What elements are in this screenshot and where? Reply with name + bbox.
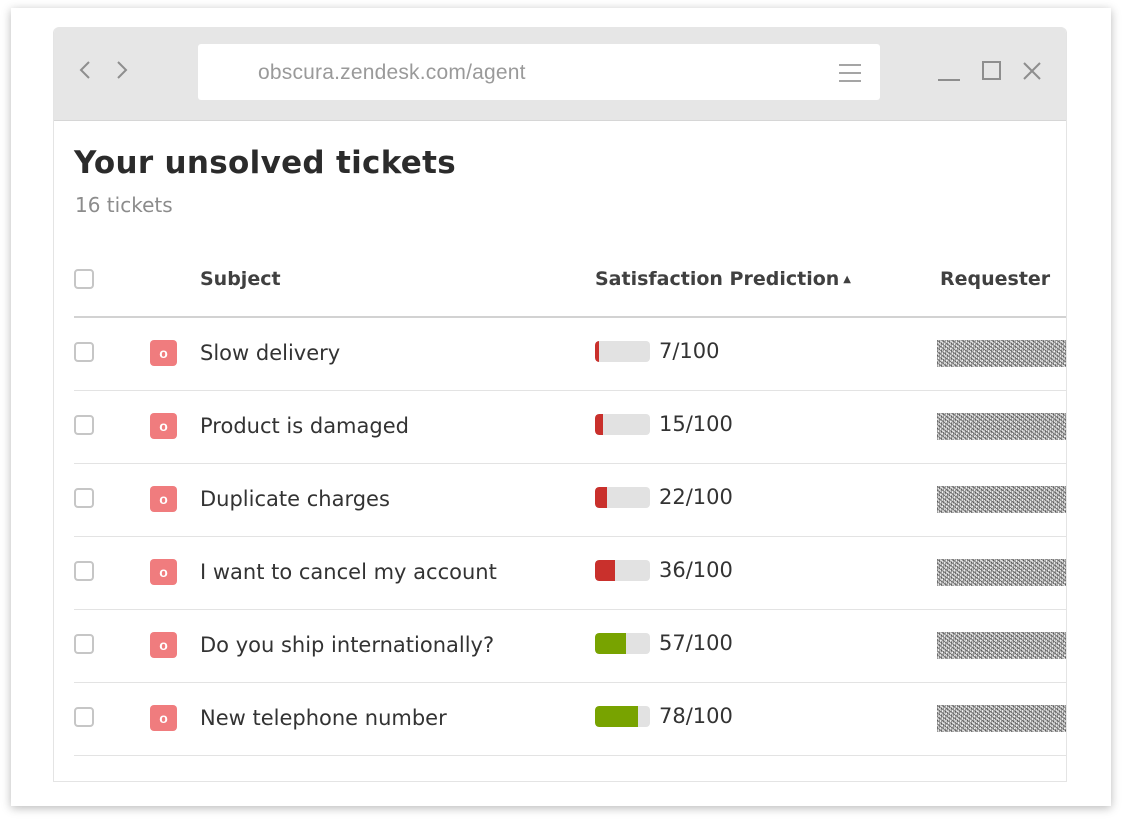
row-checkbox[interactable] <box>74 634 94 654</box>
status-badge: o <box>150 486 177 512</box>
requester-redacted <box>937 486 1066 513</box>
page-title: Your unsolved tickets <box>74 145 456 181</box>
select-all-checkbox[interactable] <box>74 269 94 289</box>
column-header-requester[interactable]: Requester <box>940 268 1051 290</box>
table-row[interactable]: o I want to cancel my account 36/100 <box>54 536 1066 609</box>
browser-window: obscura.zendesk.com/agent Your unsolved … <box>53 27 1067 782</box>
satisfaction-bar <box>595 560 650 581</box>
address-bar[interactable]: obscura.zendesk.com/agent <box>198 44 880 100</box>
row-divider <box>74 682 1066 683</box>
hamburger-menu-icon[interactable] <box>838 63 862 83</box>
row-checkbox[interactable] <box>74 488 94 508</box>
satisfaction-bar-fill <box>595 487 608 508</box>
satisfaction-score: 78/100 <box>659 704 733 728</box>
maximize-icon[interactable] <box>980 59 1004 83</box>
requester-redacted <box>937 340 1066 367</box>
row-divider <box>74 536 1066 537</box>
ticket-subject[interactable]: Do you ship internationally? <box>200 633 495 657</box>
column-header-subject[interactable]: Subject <box>200 268 281 290</box>
row-divider <box>74 390 1066 391</box>
table-header-divider <box>74 316 1066 318</box>
satisfaction-bar-fill <box>595 341 599 362</box>
close-icon[interactable] <box>1020 59 1044 83</box>
chevron-right-icon[interactable] <box>109 58 133 82</box>
satisfaction-bar <box>595 706 650 727</box>
satisfaction-bar <box>595 341 650 362</box>
row-divider <box>74 463 1066 464</box>
row-divider <box>74 755 1066 756</box>
column-header-satisfaction[interactable]: Satisfaction Prediction ▲ <box>595 268 851 290</box>
chevron-left-icon[interactable] <box>74 58 98 82</box>
ticket-subject[interactable]: I want to cancel my account <box>200 560 497 584</box>
status-badge: o <box>150 413 177 439</box>
row-checkbox[interactable] <box>74 561 94 581</box>
status-badge: o <box>150 705 177 731</box>
table-row[interactable]: o Slow delivery 7/100 <box>54 317 1066 390</box>
satisfaction-bar <box>595 633 650 654</box>
satisfaction-bar <box>595 414 650 435</box>
ticket-subject[interactable]: Duplicate charges <box>200 487 390 511</box>
satisfaction-bar-fill <box>595 633 627 654</box>
table-row[interactable]: o Product is damaged 15/100 <box>54 390 1066 463</box>
status-badge: o <box>150 559 177 585</box>
address-url[interactable]: obscura.zendesk.com/agent <box>258 61 526 84</box>
satisfaction-score: 22/100 <box>659 485 733 509</box>
status-badge: o <box>150 632 177 658</box>
requester-redacted <box>937 705 1066 732</box>
satisfaction-score: 36/100 <box>659 558 733 582</box>
browser-toolbar: obscura.zendesk.com/agent <box>54 27 1066 121</box>
satisfaction-bar-fill <box>595 706 638 727</box>
status-badge: o <box>150 340 177 366</box>
ticket-subject[interactable]: Product is damaged <box>200 414 409 438</box>
satisfaction-bar-fill <box>595 414 604 435</box>
row-divider <box>74 609 1066 610</box>
row-checkbox[interactable] <box>74 415 94 435</box>
requester-redacted <box>937 559 1066 586</box>
row-checkbox[interactable] <box>74 342 94 362</box>
satisfaction-score: 57/100 <box>659 631 733 655</box>
satisfaction-score: 7/100 <box>659 339 720 363</box>
requester-redacted <box>937 632 1066 659</box>
minimize-icon[interactable] <box>937 59 961 83</box>
ticket-subject[interactable]: Slow delivery <box>200 341 341 365</box>
requester-redacted <box>937 413 1066 440</box>
row-checkbox[interactable] <box>74 707 94 727</box>
table-row[interactable]: o Duplicate charges 22/100 <box>54 463 1066 536</box>
sort-ascending-icon: ▲ <box>843 274 851 285</box>
table-row[interactable]: o Do you ship internationally? 57/100 <box>54 609 1066 682</box>
column-header-satisfaction-label: Satisfaction Prediction <box>595 268 840 290</box>
ticket-count: 16 tickets <box>75 193 173 217</box>
satisfaction-bar <box>595 487 650 508</box>
satisfaction-bar-fill <box>595 560 615 581</box>
ticket-subject[interactable]: New telephone number <box>200 706 447 730</box>
satisfaction-score: 15/100 <box>659 412 733 436</box>
table-row[interactable]: o New telephone number 78/100 <box>54 682 1066 755</box>
